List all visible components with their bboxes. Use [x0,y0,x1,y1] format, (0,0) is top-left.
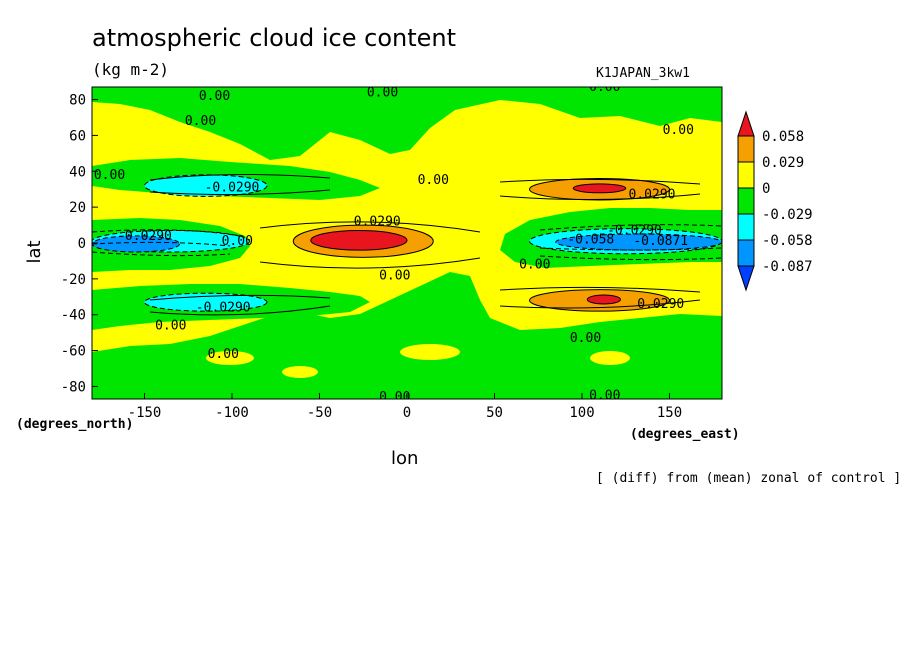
contour-label-15: 0.00 [519,258,550,273]
contour-label-18: 0.0290 [637,297,684,312]
contour-line [149,189,331,196]
contour-line-dashed [92,251,231,257]
yellow-island [282,366,318,378]
y-tick-label: 40 [69,164,86,180]
colorbar-segment-3 [737,213,755,241]
contour-label-20: 0.00 [570,331,601,346]
contour-label-11: -0.0290 [117,229,172,244]
colorbar-bottom-arrow [737,265,755,292]
colorbar-segment-1 [737,161,755,189]
contour-line-dashed [539,247,722,251]
anomaly-regions [92,174,722,312]
contour-label-10: -0.0290 [607,223,662,238]
contour-label-2: 0.00 [367,85,398,100]
colorbar-segment-2 [737,187,755,215]
yellow-island [206,351,254,365]
contour-line-dashed [539,255,722,261]
colorbar-level-label: 0 [762,181,770,197]
contour-label-1: 0.00 [185,114,216,129]
contour-label-0: 0.00 [199,89,230,104]
contour-label-13: -0.058 [567,232,614,247]
plot-field: 0.00 0.00 0.00 0.00 0.00 0.00 0.00 -0.0290 0.029… [92,80,722,405]
y-units-label: (degrees_north) [16,417,133,432]
contour-line [499,299,701,309]
colorbar-segment-4 [737,239,755,267]
contour-label-8: 0.0290 [629,188,676,203]
contour-label-9: 0.0290 [354,214,401,229]
contour-labels: 0.00 0.00 0.00 0.00 0.00 0.00 0.00 -0.0290 0.029… [94,80,694,405]
x-tick-label: -150 [128,405,162,421]
contour-line [259,257,481,269]
run-label: K1JAPAN_3kw1 [596,66,690,81]
contour-line-dashed [92,229,241,237]
green-region-north [92,87,722,160]
colorbar-level-label: -0.029 [762,207,813,223]
contour-line [499,178,701,185]
negative-anomaly-region-6 [144,174,268,197]
y-tick-label: 0 [78,236,86,252]
contour-line [149,294,331,301]
y-tick-label: 80 [69,93,86,109]
x-tick-label: 50 [486,405,503,421]
contour-label-5: 0.00 [94,168,125,183]
contour-line-dashed [539,224,722,231]
x-tick-label: -100 [215,405,249,421]
contour-line [149,173,331,181]
contour-label-12: 0.00 [222,234,253,249]
yellow-island [400,344,460,360]
yellow-island [494,111,546,129]
colorbar-level-label: -0.087 [762,259,813,275]
contour-label-23: 0.00 [379,390,410,405]
chart-title: atmospheric cloud ice content [92,24,456,52]
negative-anomaly-region-9 [92,235,180,253]
y-tick-label: -80 [61,379,86,395]
positive-anomaly-region-3 [572,183,627,194]
contour-label-14: -0.0871 [633,234,688,249]
contour-line [259,221,481,233]
contour-label-4: 0.00 [663,123,694,138]
chart-units: (kg m-2) [92,60,169,79]
dashed-contours [92,224,722,261]
yellow-island [590,351,630,365]
y-tick-label: -40 [61,308,86,324]
contour-line [499,286,701,293]
contour-lines [149,173,701,316]
contour-label-21: 0.00 [208,347,239,362]
colorbar-level-label: 0.058 [762,129,804,145]
contour-label-16: 0.00 [379,268,410,283]
x-tick-label: 0 [403,405,411,421]
y-tick-label: -60 [61,344,86,360]
colorbar-level-label: 0.029 [762,155,804,171]
colorbar-top-arrow [737,110,755,137]
x-units-label: (degrees_east) [630,427,740,442]
contour-label-3: 0.00 [589,80,620,95]
contour-label-19: 0.00 [155,318,186,333]
x-tick-label: 100 [569,405,594,421]
contour-label-7: -0.0290 [205,180,260,195]
y-axis-ticks: 80 60 40 20 0 -20 -40 -60 -80 [61,93,98,395]
y-tick-label: 60 [69,128,86,144]
contour-label-22: 0.00 [589,388,620,403]
x-axis-ticks: -150 -100 -50 0 50 100 150 [128,393,682,421]
y-tick-label: 20 [69,200,86,216]
footnote: [ (diff) from (mean) zonal of control ] [596,471,901,486]
contour-line [149,305,331,316]
positive-anomaly-region-5 [586,294,621,305]
contour-label-6: 0.00 [418,173,449,188]
x-tick-label: 150 [657,405,682,421]
colorbar: 0.058 0.029 0 -0.029 -0.058 -0.087 [737,110,813,292]
contour-line-dashed [92,241,231,247]
x-tick-label: -50 [307,405,332,421]
colorbar-level-label: -0.058 [762,233,813,249]
contour-label-17: -0.0290 [196,301,251,316]
x-axis-title: lon [391,448,418,469]
y-tick-label: -20 [61,272,86,288]
positive-anomaly-region-1 [310,229,408,251]
colorbar-segment-0 [737,135,755,163]
green-region-south [92,272,722,399]
y-axis-title: lat [24,240,45,263]
contour-line [499,193,701,201]
